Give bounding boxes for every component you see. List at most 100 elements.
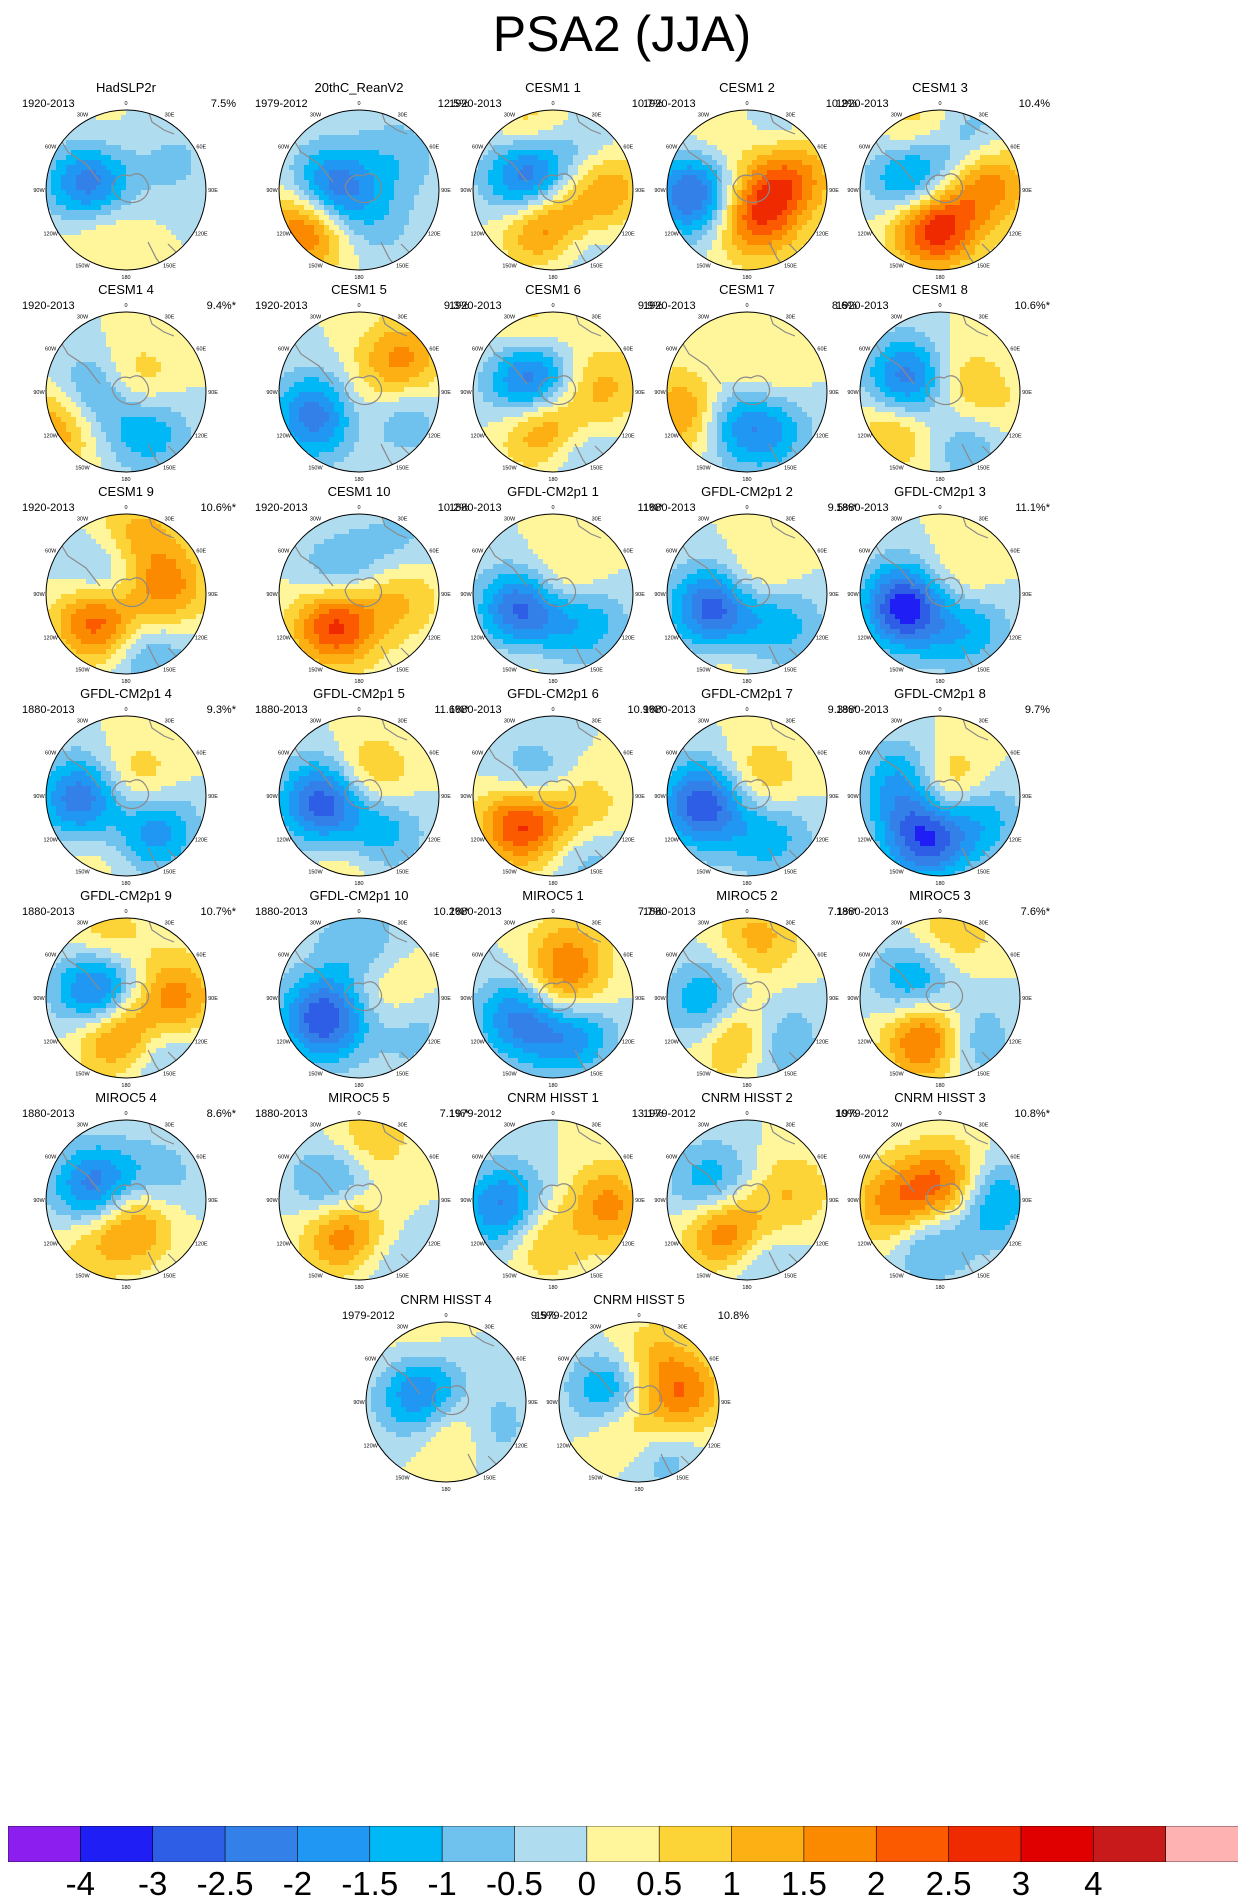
field-cell [588,150,594,156]
field-cell [1010,195,1016,201]
field-cell [538,225,544,231]
field-cell [930,180,936,186]
field-cell [618,190,624,196]
field-cell [61,170,67,176]
field-cell [166,230,172,236]
field-cell [379,155,385,161]
field-cell [870,175,876,181]
field-cell [787,225,793,231]
field-cell [603,160,609,166]
field-cell [543,110,549,116]
field-cell [299,180,305,186]
field-cell [870,145,876,151]
field-cell [151,357,157,363]
field-cell [299,200,305,206]
field-cell [975,200,981,206]
field-cell [181,377,187,383]
field-cell [191,205,197,211]
field-cell [399,135,405,141]
field-cell [498,215,504,221]
field-cell [334,145,340,151]
field-cell [151,155,157,161]
field-cell [608,150,614,156]
field-cell [76,205,82,211]
field-cell [498,175,504,181]
field-cell [935,145,941,151]
field-cell [146,382,152,388]
field-cell [289,155,295,161]
field-cell [196,170,202,176]
field-cell [920,120,926,126]
field-cell [136,352,142,358]
field-cell [757,225,763,231]
field-cell [136,412,142,418]
field-cell [121,352,127,358]
field-cell [171,382,177,388]
field-cell [940,190,946,196]
field-cell [792,210,798,216]
field-cell [294,180,300,186]
field-cell [573,250,579,256]
field-cell [568,125,574,131]
field-cell [797,245,803,251]
field-cell [807,240,813,246]
field-cell [1005,200,1011,206]
africa-coastline [147,110,175,135]
field-cell [66,165,72,171]
field-cell [56,195,62,201]
field-cell [156,205,162,211]
field-cell [349,145,355,151]
field-cell [523,135,529,141]
field-cell [101,140,107,146]
field-cell [900,125,906,131]
field-cell [687,235,693,241]
field-cell [166,352,172,358]
field-cell [573,130,579,136]
field-cell [732,225,738,231]
field-cell [141,185,147,191]
field-cell [156,165,162,171]
field-cell [603,135,609,141]
field-cell [146,175,152,181]
field-cell [935,115,941,121]
field-cell [186,155,192,161]
field-cell [483,180,489,186]
field-cell [424,195,430,201]
field-cell [995,225,1001,231]
field-cell [553,195,559,201]
field-cell [767,155,773,161]
field-cell [404,250,410,256]
field-cell [543,150,549,156]
field-cell [374,205,380,211]
field-cell [131,362,137,368]
field-cell [807,225,813,231]
field-cell [319,150,325,156]
field-cell [339,190,345,196]
field-cell [503,180,509,186]
field-cell [752,160,758,166]
field-cell [712,185,718,191]
field-cell [101,210,107,216]
field-cell [712,145,718,151]
panel-variance: 12.5% [438,97,469,111]
field-cell [697,135,703,141]
field-cell [409,170,415,176]
field-cell [96,195,102,201]
field-cell [374,130,380,136]
field-cell [717,250,723,256]
field-cell [111,312,117,318]
field-cell [905,205,911,211]
field-cell [166,135,172,141]
field-cell [980,225,986,231]
field-cell [106,382,112,388]
field-cell [186,402,192,408]
field-cell [682,190,688,196]
longitude-label: 60W [45,145,57,151]
field-cell [747,190,753,196]
field-cell [76,372,82,378]
field-cell [96,215,102,221]
field-cell [131,180,137,186]
field-cell [186,150,192,156]
field-cell [672,160,678,166]
field-cell [196,165,202,171]
